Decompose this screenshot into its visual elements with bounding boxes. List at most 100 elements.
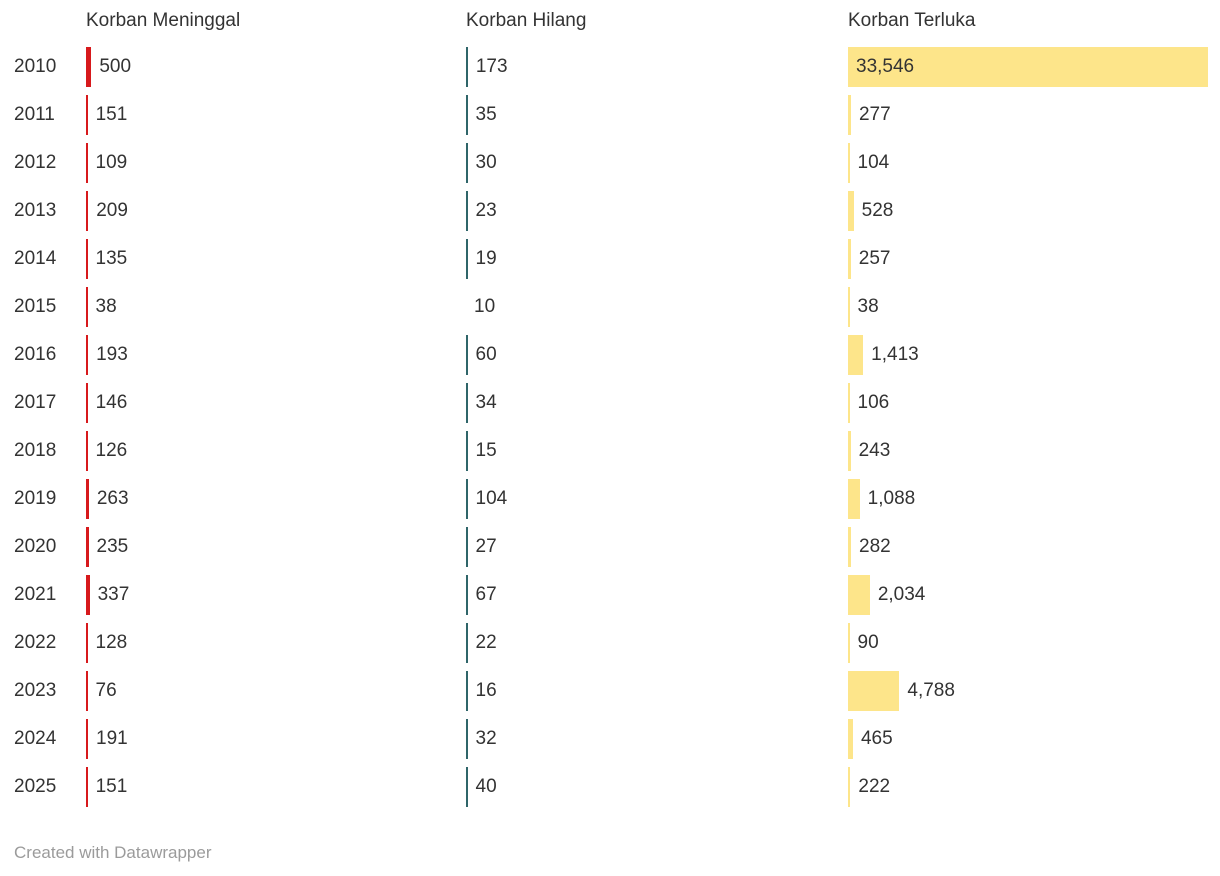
value-label: 16 xyxy=(475,680,497,701)
year-label: 2019 xyxy=(14,488,57,509)
value-label: 38 xyxy=(857,296,879,317)
bar-korban-terluka xyxy=(848,719,853,759)
cell-korban-terluka: 465 xyxy=(848,719,1208,759)
cell-korban-meninggal: 235 xyxy=(86,527,466,567)
bar-korban-hilang xyxy=(466,95,468,135)
value-label: 243 xyxy=(858,440,891,461)
year-label: 2020 xyxy=(14,536,57,557)
cell-korban-terluka: 277 xyxy=(848,95,1208,135)
cell-korban-meninggal: 500 xyxy=(86,47,466,87)
year-label: 2022 xyxy=(14,632,57,653)
cell-korban-hilang: 19 xyxy=(466,239,848,279)
value-label: 222 xyxy=(858,776,891,797)
bar-korban-terluka xyxy=(848,479,860,519)
year-label: 2013 xyxy=(14,200,57,221)
value-label: 128 xyxy=(95,632,128,653)
bar-korban-meninggal xyxy=(86,335,89,375)
cell-korban-meninggal: 38 xyxy=(86,287,466,327)
table-row: 2021 337 67 2,034 xyxy=(0,571,1220,619)
value-label: 151 xyxy=(95,104,128,125)
value-label: 209 xyxy=(96,200,128,221)
bar-korban-terluka xyxy=(848,335,864,375)
bar-korban-hilang xyxy=(466,719,468,759)
cell-korban-terluka: 257 xyxy=(848,239,1208,279)
table-row: 2018 126 15 243 xyxy=(0,427,1220,475)
table-row: 2013 209 23 528 xyxy=(0,187,1220,235)
bar-korban-meninggal xyxy=(86,47,92,87)
bar-korban-hilang xyxy=(466,671,468,711)
bar-korban-meninggal xyxy=(86,479,89,519)
table-row: 2011 151 35 277 xyxy=(0,91,1220,139)
cell-korban-meninggal: 76 xyxy=(86,671,466,711)
bar-korban-terluka xyxy=(848,239,851,279)
year-label: 2025 xyxy=(14,776,57,797)
cell-korban-terluka: 282 xyxy=(848,527,1208,567)
cell-korban-hilang: 23 xyxy=(466,191,848,231)
bar-korban-hilang xyxy=(466,47,468,87)
value-label: 10 xyxy=(474,296,496,317)
bar-korban-terluka xyxy=(848,383,850,423)
cell-korban-meninggal: 191 xyxy=(86,719,466,759)
bar-korban-terluka xyxy=(848,527,852,567)
value-label: 126 xyxy=(95,440,128,461)
bar-korban-meninggal xyxy=(86,383,88,423)
cell-korban-terluka: 243 xyxy=(848,431,1208,471)
cell-korban-meninggal: 128 xyxy=(86,623,466,663)
cell-korban-meninggal: 151 xyxy=(86,767,466,807)
cell-korban-meninggal: 193 xyxy=(86,335,466,375)
cell-korban-terluka: 1,088 xyxy=(848,479,1208,519)
cell-korban-terluka: 1,413 xyxy=(848,335,1208,375)
bar-korban-terluka xyxy=(848,287,850,327)
cell-korban-terluka: 222 xyxy=(848,767,1208,807)
bar-korban-hilang xyxy=(466,143,468,183)
bar-korban-hilang xyxy=(466,623,468,663)
bar-korban-hilang xyxy=(466,383,468,423)
bar-korban-meninggal xyxy=(86,431,88,471)
value-label: 40 xyxy=(475,776,497,797)
cell-korban-meninggal: 263 xyxy=(86,479,466,519)
table-row: 2020 235 27 282 xyxy=(0,523,1220,571)
value-label: 30 xyxy=(475,152,497,173)
value-label: 33,546 xyxy=(856,56,915,77)
bar-korban-terluka xyxy=(848,143,850,183)
bar-korban-hilang xyxy=(466,767,468,807)
value-label: 104 xyxy=(475,488,508,509)
bar-korban-terluka xyxy=(848,767,851,807)
table-row: 2015 38 10 38 xyxy=(0,283,1220,331)
header-row: Korban Meninggal Korban Hilang Korban Te… xyxy=(0,0,1220,43)
cell-korban-hilang: 40 xyxy=(466,767,848,807)
bar-korban-terluka xyxy=(848,95,851,135)
year-label: 2017 xyxy=(14,392,57,413)
value-label: 90 xyxy=(857,632,879,653)
value-label: 337 xyxy=(97,584,130,605)
bar-korban-meninggal xyxy=(86,143,88,183)
value-label: 173 xyxy=(475,56,508,77)
table-row: 2019 263 104 1,088 xyxy=(0,475,1220,523)
bar-korban-meninggal xyxy=(86,767,88,807)
value-label: 135 xyxy=(95,248,128,269)
cell-korban-hilang: 35 xyxy=(466,95,848,135)
cell-korban-hilang: 173 xyxy=(466,47,848,87)
cell-korban-terluka: 33,546 xyxy=(848,47,1208,87)
value-label: 1,088 xyxy=(867,488,916,509)
bar-korban-hilang xyxy=(466,575,468,615)
cell-korban-terluka: 528 xyxy=(848,191,1208,231)
datawrapper-credit-link[interactable]: Created with Datawrapper xyxy=(14,843,212,862)
cell-korban-hilang: 15 xyxy=(466,431,848,471)
table-row: 2022 128 22 90 xyxy=(0,619,1220,667)
value-label: 104 xyxy=(857,152,890,173)
cell-korban-meninggal: 209 xyxy=(86,191,466,231)
value-label: 500 xyxy=(99,56,132,77)
cell-korban-hilang: 60 xyxy=(466,335,848,375)
table-row: 2017 146 34 106 xyxy=(0,379,1220,427)
value-label: 32 xyxy=(475,728,497,749)
value-label: 2,034 xyxy=(877,584,926,605)
cell-korban-hilang: 22 xyxy=(466,623,848,663)
value-label: 151 xyxy=(95,776,128,797)
column-header-korban-hilang: Korban Hilang xyxy=(466,10,587,31)
value-label: 465 xyxy=(860,728,893,749)
cell-korban-terluka: 38 xyxy=(848,287,1208,327)
value-label: 282 xyxy=(859,536,891,557)
year-label: 2010 xyxy=(14,56,57,77)
